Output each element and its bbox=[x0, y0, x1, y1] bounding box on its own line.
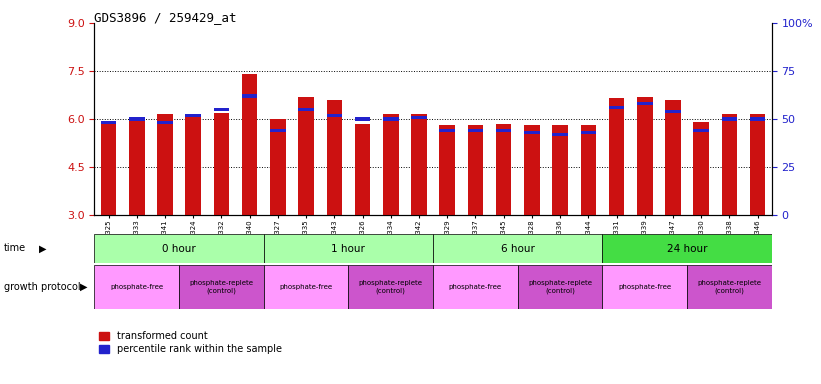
Bar bbox=[101, 122, 117, 215]
Bar bbox=[468, 129, 484, 132]
Bar bbox=[411, 116, 427, 119]
Bar bbox=[524, 131, 539, 134]
Bar bbox=[665, 110, 681, 113]
Bar bbox=[298, 108, 314, 111]
Bar bbox=[468, 126, 484, 215]
Bar bbox=[355, 124, 370, 215]
Bar bbox=[327, 114, 342, 117]
Text: 24 hour: 24 hour bbox=[667, 243, 708, 254]
Bar bbox=[213, 108, 229, 111]
Bar bbox=[524, 126, 539, 215]
Bar bbox=[496, 124, 511, 215]
Text: ▶: ▶ bbox=[80, 282, 88, 292]
Text: growth protocol: growth protocol bbox=[4, 282, 80, 292]
Bar bbox=[270, 119, 286, 215]
Bar bbox=[94, 234, 264, 263]
Bar bbox=[608, 106, 624, 109]
Bar bbox=[213, 113, 229, 215]
Bar bbox=[518, 265, 603, 309]
Bar bbox=[603, 265, 687, 309]
Bar bbox=[580, 125, 596, 215]
Bar bbox=[355, 118, 370, 121]
Bar bbox=[242, 74, 258, 215]
Bar bbox=[186, 114, 201, 117]
Bar bbox=[750, 114, 765, 215]
Bar bbox=[242, 94, 258, 98]
Bar bbox=[608, 98, 624, 215]
Bar bbox=[687, 265, 772, 309]
Bar bbox=[439, 129, 455, 132]
Bar bbox=[722, 118, 737, 121]
Bar bbox=[264, 234, 433, 263]
Bar bbox=[603, 234, 772, 263]
Text: 1 hour: 1 hour bbox=[332, 243, 365, 254]
Bar bbox=[433, 234, 603, 263]
Bar bbox=[179, 265, 264, 309]
Text: phosphate-replete
(control): phosphate-replete (control) bbox=[528, 280, 592, 294]
Bar bbox=[94, 265, 179, 309]
Bar bbox=[439, 126, 455, 215]
Bar bbox=[157, 121, 172, 124]
Bar bbox=[722, 114, 737, 215]
Bar bbox=[327, 100, 342, 215]
Bar bbox=[496, 129, 511, 132]
Bar bbox=[665, 100, 681, 215]
Text: time: time bbox=[4, 243, 26, 253]
Bar bbox=[411, 114, 427, 215]
Bar bbox=[129, 118, 144, 215]
Bar bbox=[637, 102, 653, 105]
Text: 0 hour: 0 hour bbox=[163, 243, 196, 254]
Bar bbox=[383, 118, 398, 121]
Bar bbox=[694, 122, 709, 215]
Bar bbox=[186, 116, 201, 215]
Text: phosphate-free: phosphate-free bbox=[449, 284, 502, 290]
Bar bbox=[129, 118, 144, 121]
Text: phosphate-free: phosphate-free bbox=[618, 284, 672, 290]
Text: ▶: ▶ bbox=[39, 243, 47, 253]
Bar bbox=[580, 131, 596, 134]
Text: phosphate-replete
(control): phosphate-replete (control) bbox=[697, 280, 761, 294]
Text: phosphate-free: phosphate-free bbox=[110, 284, 163, 290]
Bar bbox=[348, 265, 433, 309]
Text: phosphate-replete
(control): phosphate-replete (control) bbox=[359, 280, 423, 294]
Legend: transformed count, percentile rank within the sample: transformed count, percentile rank withi… bbox=[99, 331, 282, 354]
Bar bbox=[433, 265, 518, 309]
Bar bbox=[298, 97, 314, 215]
Bar bbox=[553, 133, 568, 136]
Bar bbox=[750, 118, 765, 121]
Text: GDS3896 / 259429_at: GDS3896 / 259429_at bbox=[94, 12, 237, 25]
Bar bbox=[270, 129, 286, 132]
Bar bbox=[157, 114, 172, 215]
Text: 6 hour: 6 hour bbox=[501, 243, 534, 254]
Bar bbox=[264, 265, 348, 309]
Bar bbox=[101, 121, 117, 124]
Bar bbox=[637, 97, 653, 215]
Text: phosphate-free: phosphate-free bbox=[279, 284, 333, 290]
Bar bbox=[694, 129, 709, 132]
Bar bbox=[383, 114, 398, 215]
Text: phosphate-replete
(control): phosphate-replete (control) bbox=[190, 280, 254, 294]
Bar bbox=[553, 125, 568, 215]
